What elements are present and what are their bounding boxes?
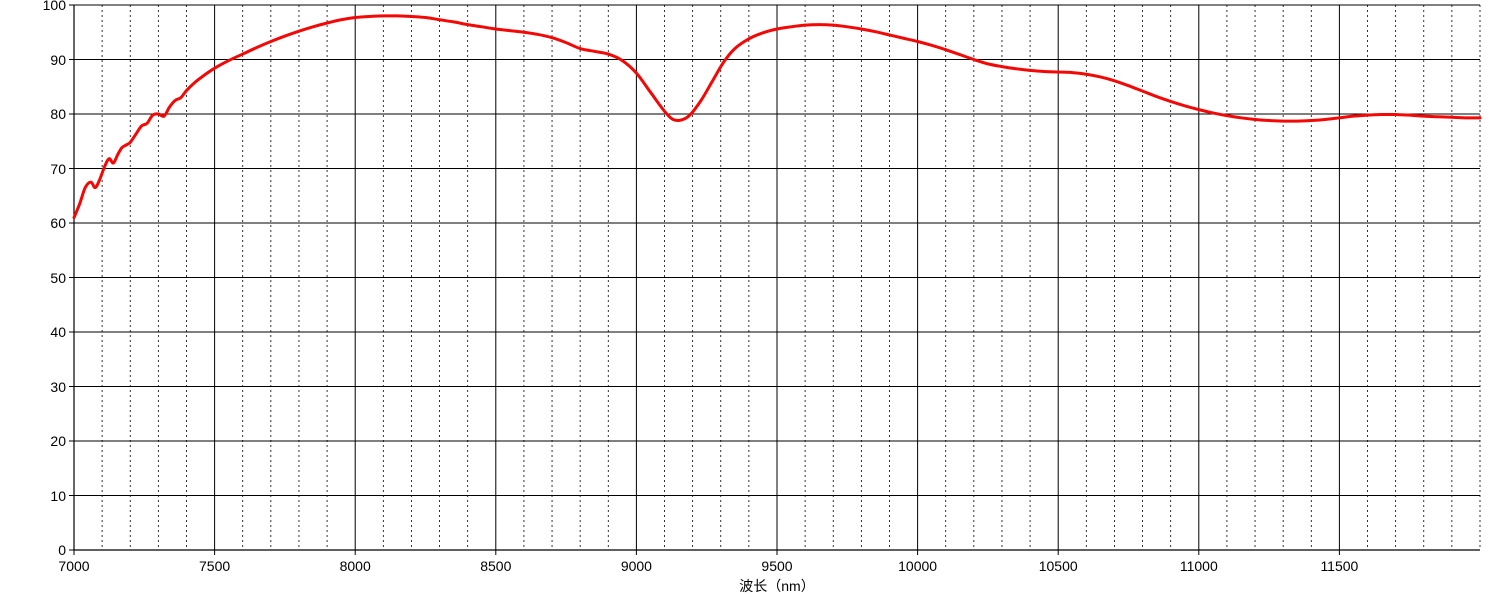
x-tick-label: 7500: [199, 558, 230, 574]
x-tick-label: 10500: [1039, 558, 1078, 574]
x-tick-label: 11000: [1180, 558, 1218, 574]
y-tick-label: 70: [26, 161, 66, 177]
y-tick-label: 40: [26, 324, 66, 340]
y-tick-label: 20: [26, 433, 66, 449]
x-tick-label: 11500: [1320, 558, 1358, 574]
y-tick-label: 0: [26, 542, 66, 558]
y-tick-label: 60: [26, 215, 66, 231]
y-tick-label: 90: [26, 52, 66, 68]
chart-canvas: [0, 0, 1490, 597]
x-tick-label: 7000: [58, 558, 89, 574]
x-tick-label: 10000: [898, 558, 937, 574]
y-tick-label: 80: [26, 106, 66, 122]
y-tick-label: 30: [26, 379, 66, 395]
x-tick-label: 9500: [761, 558, 792, 574]
spectrum-chart: 0 10 20 30 40 50 60 70 80 90 100 7000 7500 8000 8500 90…: [0, 0, 1490, 597]
x-tick-label: 9000: [621, 558, 652, 574]
y-tick-label: 10: [26, 488, 66, 504]
x-axis-title: 波长（nm）: [739, 576, 814, 596]
y-tick-label: 100: [26, 0, 66, 13]
x-tick-label: 8000: [340, 558, 371, 574]
y-tick-label: 50: [26, 270, 66, 286]
x-tick-label: 8500: [480, 558, 511, 574]
